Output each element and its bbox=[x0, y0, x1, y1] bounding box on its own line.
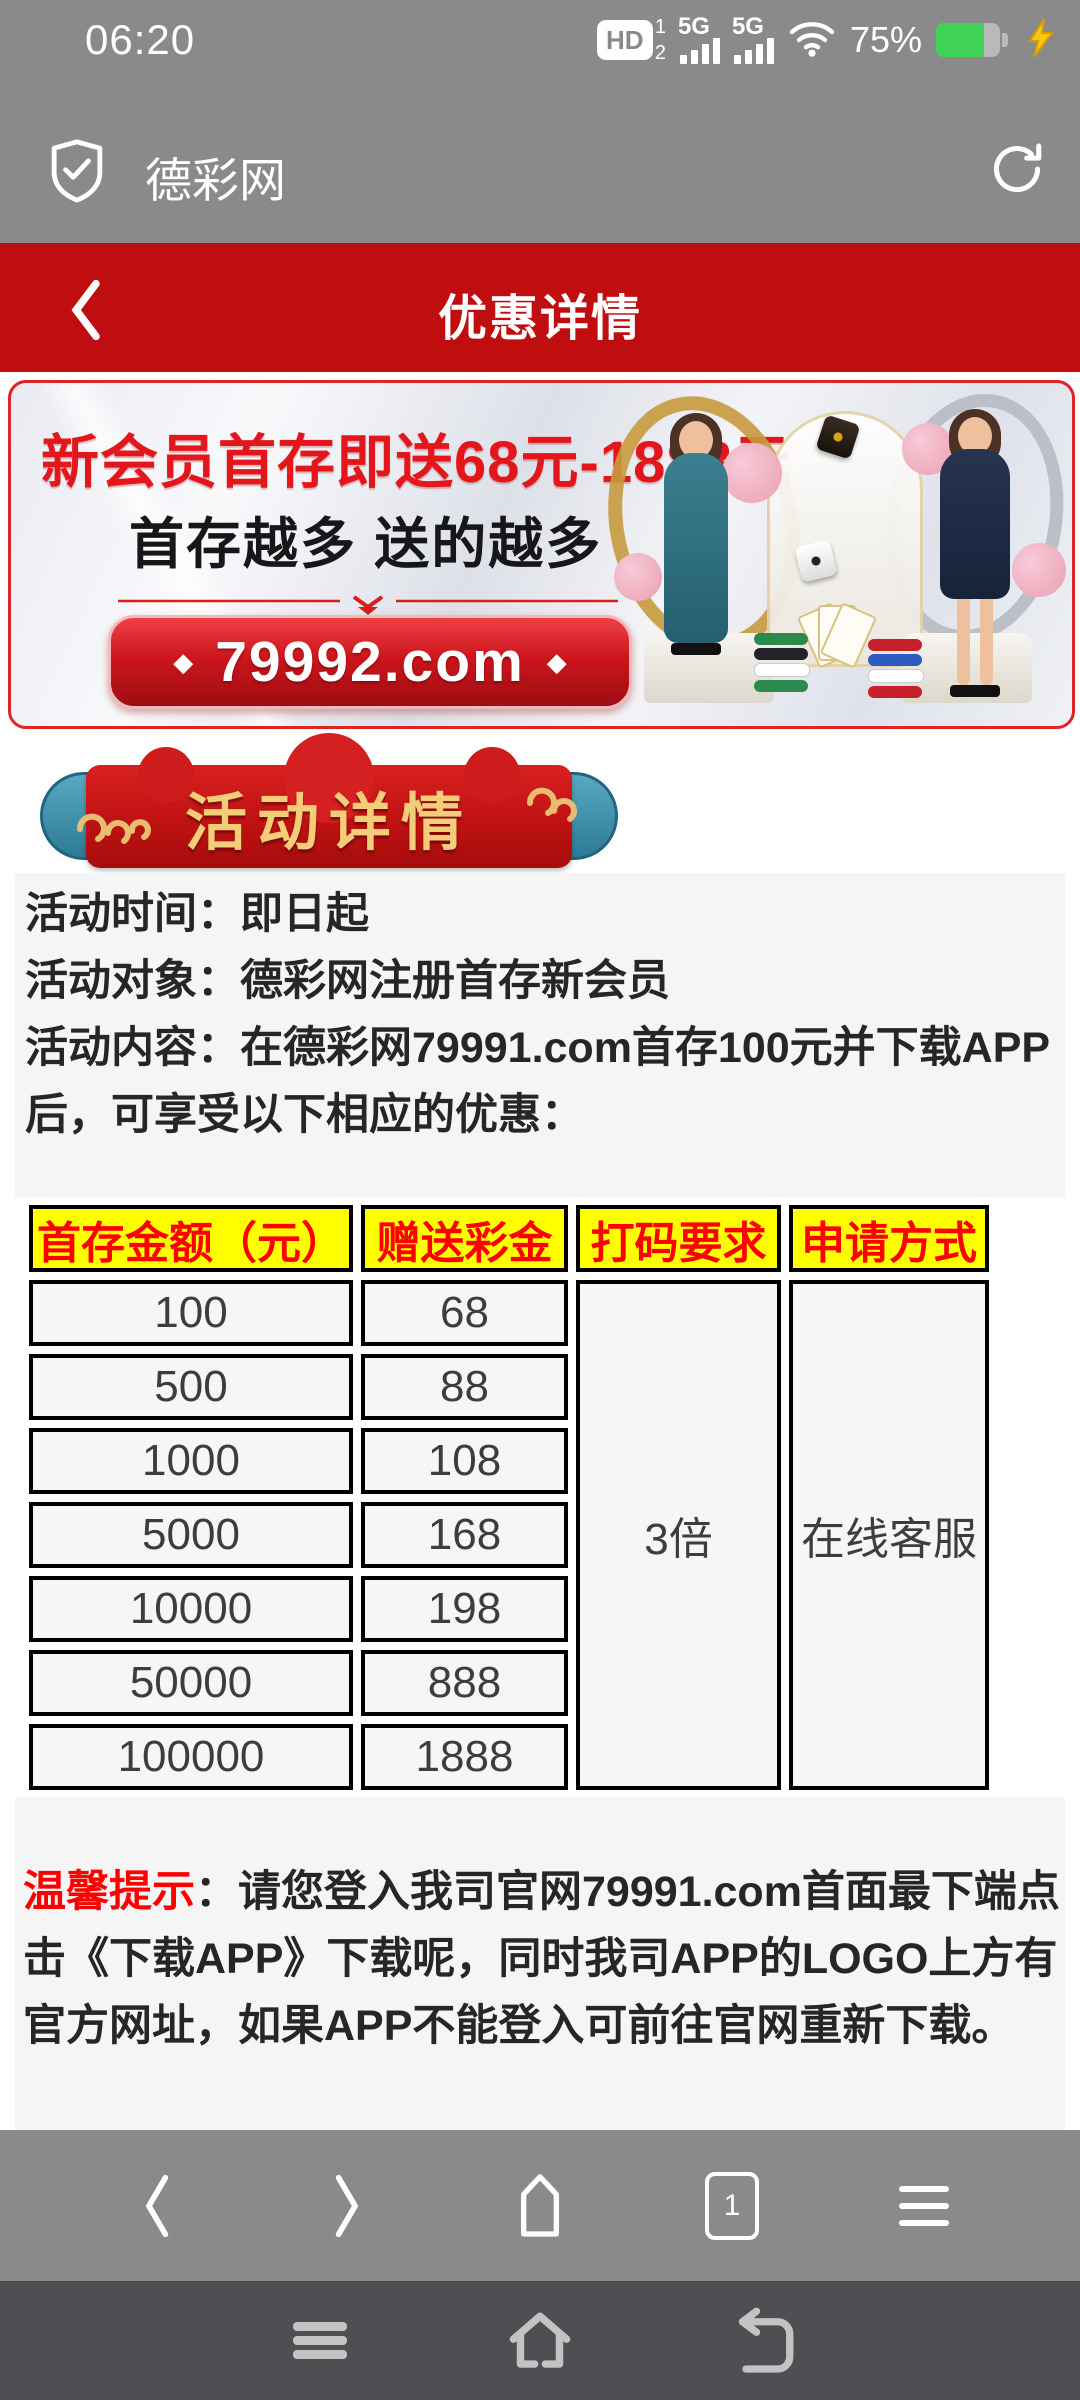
notice-line-1: 温馨提示：请您登入我司官网79991.com首面最下端点 bbox=[23, 1868, 1060, 1916]
notice-block: 温馨提示：请您登入我司官网79991.com首面最下端点 击《下载APP》下载呢… bbox=[15, 1797, 1065, 2130]
detail-line-target: 活动对象：德彩网注册首存新会员 bbox=[25, 957, 670, 1005]
table-cell-wager: 3倍 bbox=[576, 1280, 781, 1790]
col-header-bonus: 赠送彩金 bbox=[361, 1205, 568, 1272]
chips-art bbox=[868, 639, 924, 698]
table-cell-deposit: 50000 bbox=[29, 1650, 353, 1716]
table-cell-deposit: 5000 bbox=[29, 1502, 353, 1568]
promo-header: 优惠详情 bbox=[0, 243, 1080, 372]
cloud-curl-icon bbox=[68, 793, 158, 850]
battery-percent: 75% bbox=[849, 19, 922, 60]
table-cell-bonus: 888 bbox=[361, 1650, 568, 1716]
notice-prefix: 温馨提示 bbox=[23, 1868, 195, 1916]
nav-forward-icon[interactable] bbox=[308, 2166, 388, 2246]
refresh-icon[interactable] bbox=[988, 138, 1046, 205]
signal-sim1-icon: 5G bbox=[678, 15, 720, 64]
nav-home-icon[interactable] bbox=[500, 2166, 580, 2246]
flower-art bbox=[614, 553, 662, 601]
table-cell-apply: 在线客服 bbox=[789, 1280, 989, 1790]
table-cell-deposit: 500 bbox=[29, 1354, 353, 1420]
tab-count: 1 bbox=[705, 2171, 759, 2240]
browser-toolbar: 1 bbox=[0, 2130, 1080, 2281]
table-cell-bonus: 1888 bbox=[361, 1724, 568, 1790]
banner-art bbox=[585, 383, 1072, 726]
banner-subheadline: 首存越多 送的越多 bbox=[129, 513, 603, 575]
nav-back-icon[interactable] bbox=[116, 2166, 196, 2246]
table-cell-deposit: 1000 bbox=[29, 1428, 353, 1494]
battery-icon bbox=[936, 23, 1008, 57]
col-header-deposit: 首存金额（元） bbox=[29, 1205, 353, 1272]
page-title: 优惠详情 bbox=[437, 292, 642, 346]
hd-voice-icon: HD 1 2 bbox=[596, 17, 666, 63]
signal-sim2-icon: 5G bbox=[732, 15, 774, 64]
model-right-art bbox=[940, 409, 1010, 697]
cloud-curl-icon bbox=[514, 779, 588, 838]
section-badge-label: 活动详情 bbox=[184, 788, 473, 858]
flower-art bbox=[1012, 543, 1066, 597]
status-icons: HD 1 2 5G 5G 75% bbox=[596, 15, 1058, 64]
detail-line-time: 活动时间：即日起 bbox=[25, 890, 369, 938]
system-navbar bbox=[0, 2281, 1080, 2400]
notice-line-3: 官方网址，如果APP不能登入可前往官网重新下载。 bbox=[23, 2002, 1015, 2050]
cards-art bbox=[792, 601, 882, 669]
promo-banner[interactable]: 新会员首存即送68元-1888元 首存越多 送的越多 ◆ 79992.com ◆ bbox=[8, 380, 1075, 729]
domain-text: 79992.com bbox=[215, 630, 525, 694]
table-cell-bonus: 88 bbox=[361, 1354, 568, 1420]
chips-art bbox=[754, 633, 810, 692]
status-and-browser-bar: 06:20 HD 1 2 5G 5G 75% bbox=[0, 0, 1080, 243]
table-cell-bonus: 198 bbox=[361, 1576, 568, 1642]
wifi-icon bbox=[788, 18, 836, 63]
table-cell-bonus: 168 bbox=[361, 1502, 568, 1568]
badge-right-ornament-icon: ◆ bbox=[546, 646, 567, 677]
back-chevron-icon[interactable] bbox=[62, 277, 108, 348]
table-cell-bonus: 68 bbox=[361, 1280, 568, 1346]
domain-badge[interactable]: ◆ 79992.com ◆ bbox=[108, 615, 632, 709]
notice-line-2: 击《下载APP》下载呢，同时我司APP的LOGO上方有 bbox=[23, 1935, 1058, 1983]
secure-shield-icon[interactable] bbox=[46, 138, 108, 209]
browser-title-row: 德彩网 bbox=[0, 128, 1080, 218]
table-cell-deposit: 10000 bbox=[29, 1576, 353, 1642]
col-header-wager: 打码要求 bbox=[576, 1205, 781, 1272]
deposit-bonus-table: 首存金额（元） 赠送彩金 打码要求 申请方式 100 68 3倍 在线客服 50… bbox=[29, 1205, 989, 1790]
system-back-icon[interactable] bbox=[720, 2301, 800, 2381]
tabs-button[interactable]: 1 bbox=[692, 2166, 772, 2246]
section-badge: 活动详情 bbox=[40, 733, 618, 870]
page-site-title: 德彩网 bbox=[145, 154, 286, 207]
badge-red-banner bbox=[86, 733, 572, 868]
table-cell-deposit: 100000 bbox=[29, 1724, 353, 1790]
table-cell-deposit: 100 bbox=[29, 1280, 353, 1346]
model-left-art bbox=[664, 413, 728, 655]
banner-divider bbox=[118, 593, 618, 625]
system-home-icon[interactable] bbox=[500, 2301, 580, 2381]
clock: 06:20 bbox=[85, 16, 196, 63]
col-header-apply: 申请方式 bbox=[789, 1205, 989, 1272]
table-cell-bonus: 108 bbox=[361, 1428, 568, 1494]
detail-line-content2: 后，可享受以下相应的优惠： bbox=[25, 1091, 584, 1139]
activity-details: 活动时间：即日起 活动对象：德彩网注册首存新会员 活动内容：在德彩网79991.… bbox=[15, 873, 1065, 1197]
badge-left-ornament-icon: ◆ bbox=[173, 646, 194, 677]
flower-art bbox=[722, 443, 782, 503]
system-recent-icon[interactable] bbox=[280, 2301, 360, 2381]
detail-line-content: 活动内容：在德彩网79991.com首存100元并下载APP bbox=[25, 1024, 1051, 1072]
charging-bolt-icon bbox=[1024, 17, 1058, 64]
browser-menu-icon[interactable] bbox=[884, 2166, 964, 2246]
